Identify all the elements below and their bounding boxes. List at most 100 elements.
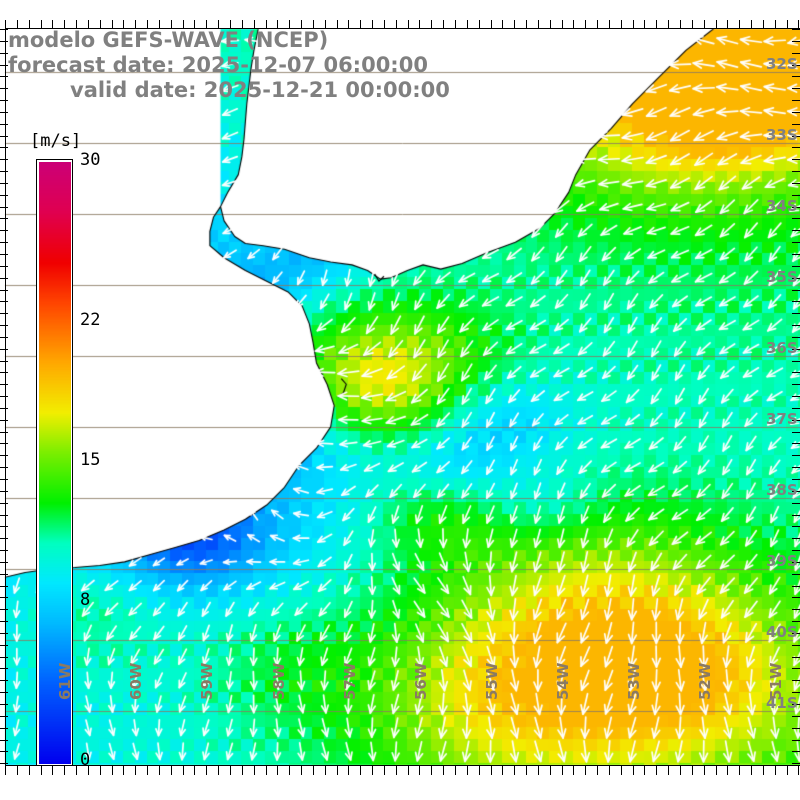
tick-mark <box>0 455 8 456</box>
tick-mark <box>0 728 8 729</box>
tick-mark <box>0 313 8 314</box>
tick-mark <box>0 53 8 54</box>
longitude-label-53W: 53W <box>624 662 643 700</box>
tick-mark <box>792 550 800 551</box>
tick-mark <box>0 266 8 267</box>
tick-mark <box>656 20 657 28</box>
tick-mark <box>692 766 693 775</box>
tick-mark <box>0 692 8 693</box>
tick-mark <box>0 349 8 350</box>
tick-mark <box>0 124 8 125</box>
tick-mark <box>792 526 800 527</box>
tick-mark <box>680 766 681 775</box>
tick-mark <box>716 20 717 28</box>
tick-mark <box>0 621 8 622</box>
tick-mark <box>0 479 8 480</box>
tick-mark <box>455 20 456 28</box>
tick-mark <box>0 574 8 575</box>
tick-mark <box>792 242 800 243</box>
tick-mark <box>242 766 243 775</box>
tick-mark <box>792 112 800 113</box>
tick-mark <box>792 597 800 598</box>
tick-mark <box>633 20 634 28</box>
tick-mark <box>792 301 800 302</box>
longitude-label-55W: 55W <box>482 662 501 700</box>
latitude-label-41S: 41S <box>766 694 798 713</box>
tick-mark <box>467 20 468 28</box>
tick-mark <box>76 20 77 28</box>
tick-mark <box>17 766 18 775</box>
tick-mark <box>792 349 800 350</box>
tick-mark <box>792 290 800 291</box>
tick-mark <box>455 766 456 775</box>
tick-mark <box>792 692 800 693</box>
tick-mark <box>792 337 800 338</box>
tick-mark <box>727 766 728 775</box>
tick-mark <box>792 396 800 397</box>
tick-mark <box>337 20 338 28</box>
tick-mark <box>573 20 574 28</box>
tick-mark <box>763 20 764 28</box>
tick-mark <box>792 278 800 279</box>
tick-mark <box>0 147 8 148</box>
tick-mark <box>100 20 101 28</box>
tick-mark <box>325 766 326 775</box>
tick-mark <box>502 20 503 28</box>
tick-mark <box>0 562 8 563</box>
longitude-label-51W: 51W <box>766 662 785 700</box>
tick-mark <box>798 20 799 28</box>
tick-mark <box>798 766 799 775</box>
tick-mark <box>0 183 8 184</box>
tick-mark <box>277 766 278 775</box>
tick-mark <box>792 574 800 575</box>
latitude-label-35S: 35S <box>766 267 798 286</box>
tick-mark <box>585 766 586 775</box>
tick-mark <box>183 766 184 775</box>
tick-mark <box>514 766 515 775</box>
tick-mark <box>183 20 184 28</box>
tick-mark <box>792 230 800 231</box>
tick-mark <box>0 538 8 539</box>
longitude-label-52W: 52W <box>695 662 714 700</box>
tick-mark <box>17 20 18 28</box>
tick-mark <box>792 65 800 66</box>
tick-mark <box>289 20 290 28</box>
colorbar-tick-8: 8 <box>80 589 91 610</box>
tick-mark <box>408 20 409 28</box>
tick-mark <box>360 20 361 28</box>
tick-mark <box>266 766 267 775</box>
tick-mark <box>372 766 373 775</box>
tick-mark <box>0 526 8 527</box>
tick-mark <box>301 766 302 775</box>
tick-mark <box>621 20 622 28</box>
tick-mark <box>0 763 8 764</box>
tick-mark <box>597 766 598 775</box>
tick-mark <box>739 766 740 775</box>
tick-mark <box>0 597 8 598</box>
tick-mark <box>52 20 53 28</box>
tick-mark <box>787 20 788 28</box>
tick-mark <box>123 20 124 28</box>
tick-mark <box>792 443 800 444</box>
tick-mark <box>0 503 8 504</box>
tick-mark <box>218 20 219 28</box>
tick-mark <box>0 740 8 741</box>
tick-mark <box>0 136 8 137</box>
tick-mark <box>751 20 752 28</box>
tick-mark <box>384 20 385 28</box>
tick-mark <box>792 136 800 137</box>
tick-mark <box>609 20 610 28</box>
tick-mark <box>668 766 669 775</box>
tick-mark <box>0 716 8 717</box>
tick-mark <box>64 20 65 28</box>
tick-mark <box>88 766 89 775</box>
tick-mark <box>0 29 8 30</box>
tick-mark <box>792 680 800 681</box>
tick-mark <box>0 467 8 468</box>
tick-mark <box>792 503 800 504</box>
tick-mark <box>112 766 113 775</box>
tick-mark <box>0 751 8 752</box>
tick-mark <box>112 20 113 28</box>
tick-mark <box>52 766 53 775</box>
